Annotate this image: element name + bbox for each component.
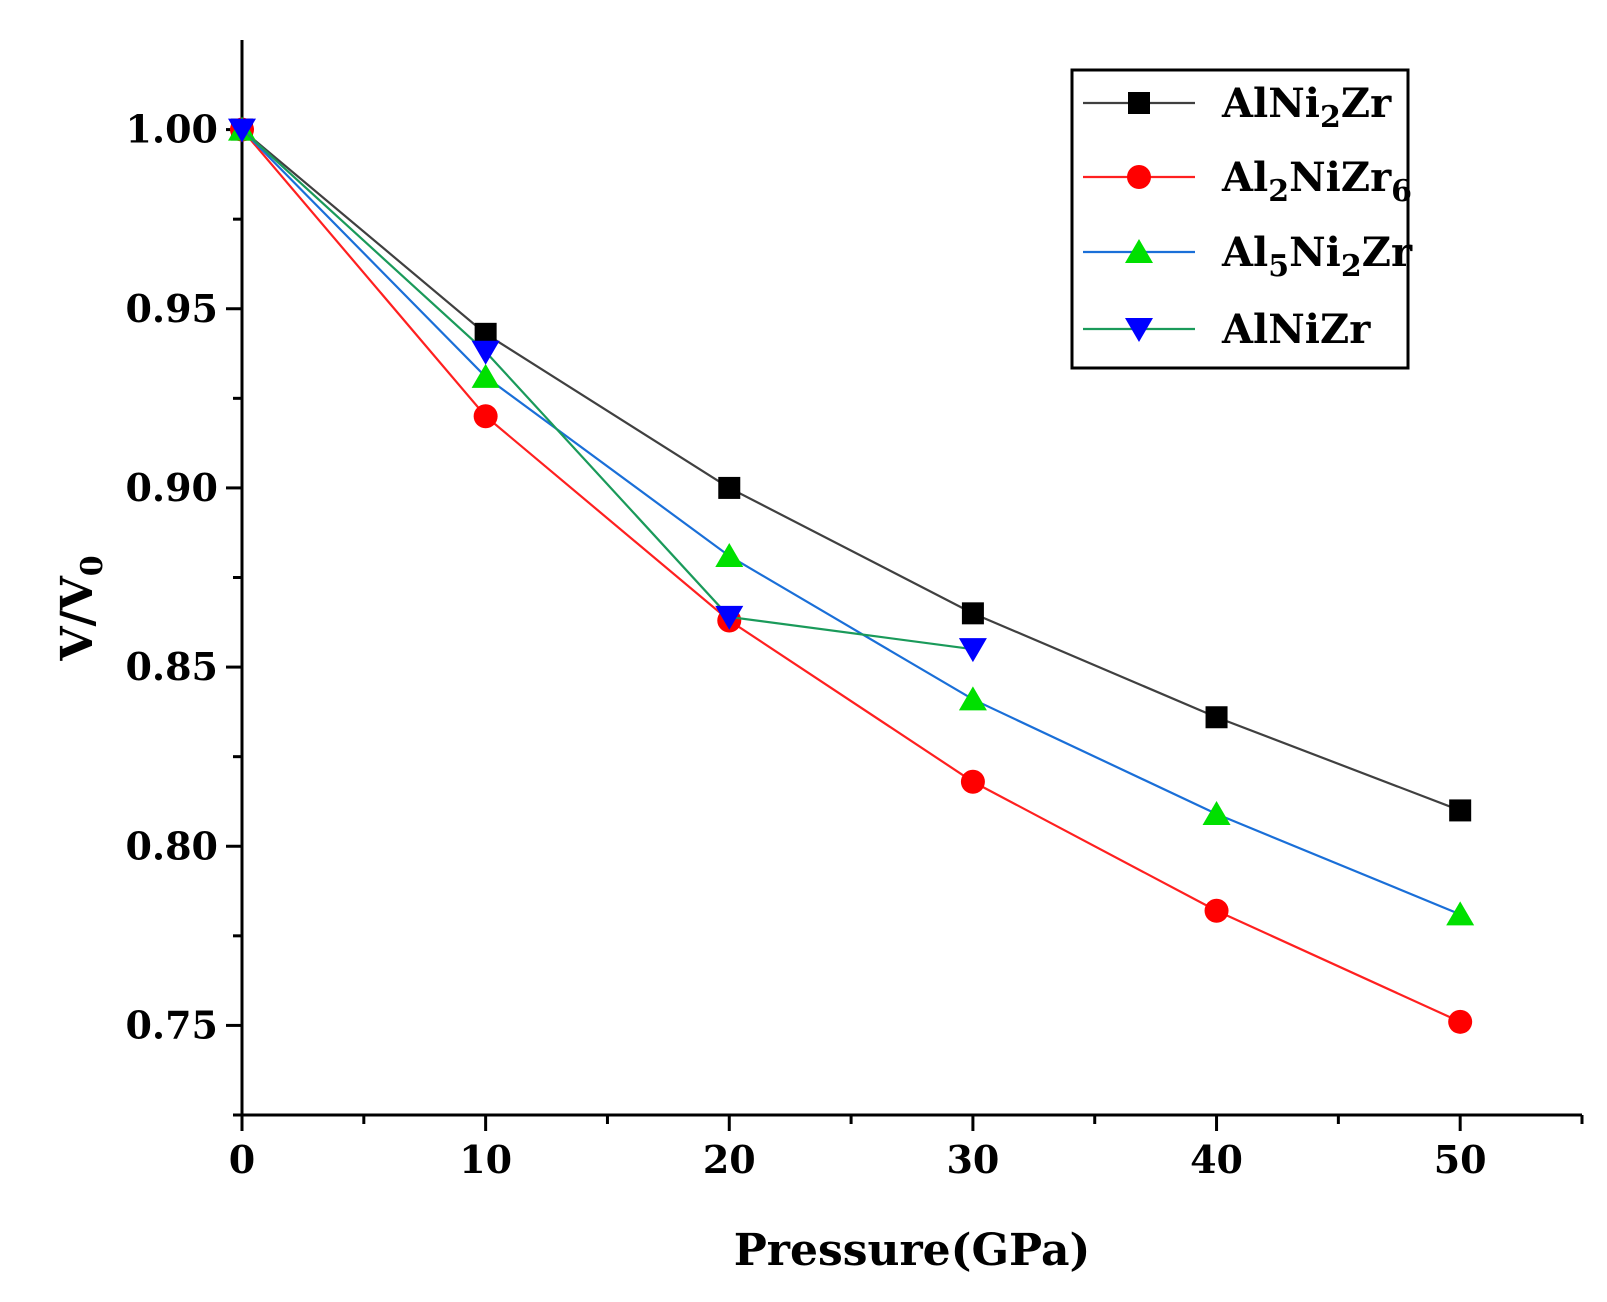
tick-labels: 0 10 20 30 40 50 0.75 0.80 0.85 0.90 0.95 1.00 [125,107,1486,1182]
x-axis-title: Pressure(GPa) [734,1225,1091,1276]
x-tick-label: 0 [229,1137,255,1182]
series-AlNiZr [228,118,987,663]
y-axis-title-main: V/V [52,575,103,661]
legend-label-Al2NiZr6: Al2NiZr6 [1221,154,1412,209]
data-point-AlNi2Zr [961,602,984,625]
legend-marker-Al2NiZr6 [1127,165,1151,189]
data-point-Al5Ni2Zr [471,363,500,388]
legend-marker-Al5Ni2Zr [1125,239,1153,263]
series-line-AlNiZr [241,128,974,651]
series-Al5Ni2Zr [228,116,1475,926]
legend-label-part: 2 [1341,249,1362,284]
legend-marker-AlNi2Zr [1128,92,1150,114]
legend-label-part: AlNiZr [1221,306,1371,353]
data-point-AlNi2Zr [718,476,741,499]
data-point-Al5Ni2Zr [1202,801,1231,825]
data-point-Al5Ni2Zr [715,543,744,567]
legend-label-part: AlNi [1221,80,1320,127]
legend-label-part: Zr [1362,229,1413,276]
legend-label-Al5Ni2Zr: Al5Ni2Zr [1221,229,1413,284]
data-point-AlNi2Zr [1205,706,1228,729]
data-point-Al5Ni2Zr [958,686,987,711]
data-point-AlNiZr [715,605,744,630]
data-point-Al5Ni2Zr [1446,901,1475,926]
y-tick-label: 0.90 [125,465,218,510]
legend-label-part: Al [1221,229,1268,276]
ticks [226,128,1584,1131]
legend-label-part: 2 [1320,100,1341,135]
series-line-AlNi2Zr [241,128,1461,812]
legend-label-part: Al [1221,154,1268,201]
legend-label-part: 5 [1268,249,1289,284]
legend-label-part: 6 [1391,174,1412,209]
x-tick-label: 50 [1434,1137,1487,1182]
data-point-AlNiZr [471,340,500,365]
data-point-Al2NiZr6 [473,404,498,429]
series-layer [228,116,1475,1034]
data-point-Al2NiZr6 [1204,898,1229,923]
legend-marker-AlNiZr [1125,318,1153,342]
y-tick-label: 0.80 [125,823,218,868]
data-point-Al2NiZr6 [960,769,985,794]
y-tick-label: 1.00 [125,107,218,152]
y-axis-title: V/V0 [52,555,110,661]
y-tick-label: 0.95 [125,286,218,331]
series-line-Al2NiZr6 [241,128,1461,1023]
data-point-Al2NiZr6 [1448,1009,1473,1034]
x-tick-label: 40 [1190,1137,1243,1182]
data-point-AlNi2Zr [1449,799,1472,822]
data-point-AlNiZr [958,638,987,663]
legend-label-part: Ni [1289,229,1341,276]
x-tick-label: 10 [459,1137,512,1182]
series-line-Al5Ni2Zr [241,128,1461,916]
data-point-AlNiZr [228,118,256,143]
y-tick-label: 0.75 [125,1002,218,1047]
x-tick-label: 20 [703,1137,756,1182]
y-tick-label: 0.85 [125,644,218,689]
legend-label-part: Zr [1341,80,1392,127]
legend-label-AlNi2Zr: AlNi2Zr [1221,80,1392,135]
legend-label-AlNiZr: AlNiZr [1221,306,1371,353]
legend-label-part: NiZr [1289,154,1392,201]
y-axis-title-subscript: 0 [75,555,110,576]
data-point-AlNi2Zr [474,322,497,345]
x-tick-label: 30 [946,1137,999,1182]
legend-label-part: 2 [1268,174,1289,209]
